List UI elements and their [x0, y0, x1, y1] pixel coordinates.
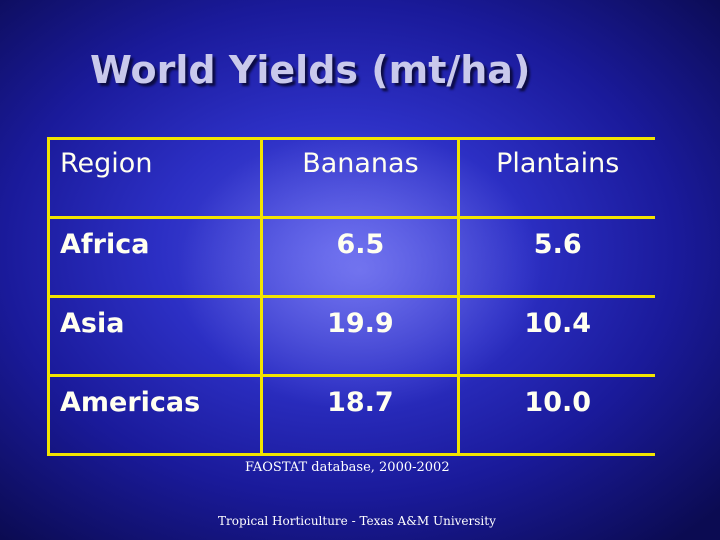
table-row: Africa 6.5 5.6 [46, 217, 655, 298]
row-bananas-cell: 6.5 [261, 217, 461, 298]
row-plantains-cell: 5.6 [458, 217, 655, 298]
row-bananas-cell: 18.7 [261, 375, 461, 456]
row-region-cell: Asia [46, 296, 264, 377]
row-plantains-cell: 10.0 [458, 375, 655, 456]
yields-table: Region Bananas Plantains Africa 6.5 5.6 … [46, 137, 655, 456]
row-region-cell: Africa [46, 217, 264, 298]
table-row: Asia 19.9 10.4 [46, 296, 655, 377]
source-note: FAOSTAT database, 2000-2002 [245, 460, 450, 475]
header-plantains: Plantains [458, 137, 655, 219]
header-region: Region [46, 137, 264, 219]
slide-title: World Yields (mt/ha) [90, 48, 531, 92]
row-bananas-cell: 19.9 [261, 296, 461, 377]
row-plantains-cell: 10.4 [458, 296, 655, 377]
slide-footer: Tropical Horticulture - Texas A&M Univer… [218, 514, 496, 528]
header-bananas: Bananas [261, 137, 461, 219]
table-header-row: Region Bananas Plantains [46, 137, 655, 219]
table-row: Americas 18.7 10.0 [46, 375, 655, 456]
row-region-cell: Americas [46, 375, 264, 456]
